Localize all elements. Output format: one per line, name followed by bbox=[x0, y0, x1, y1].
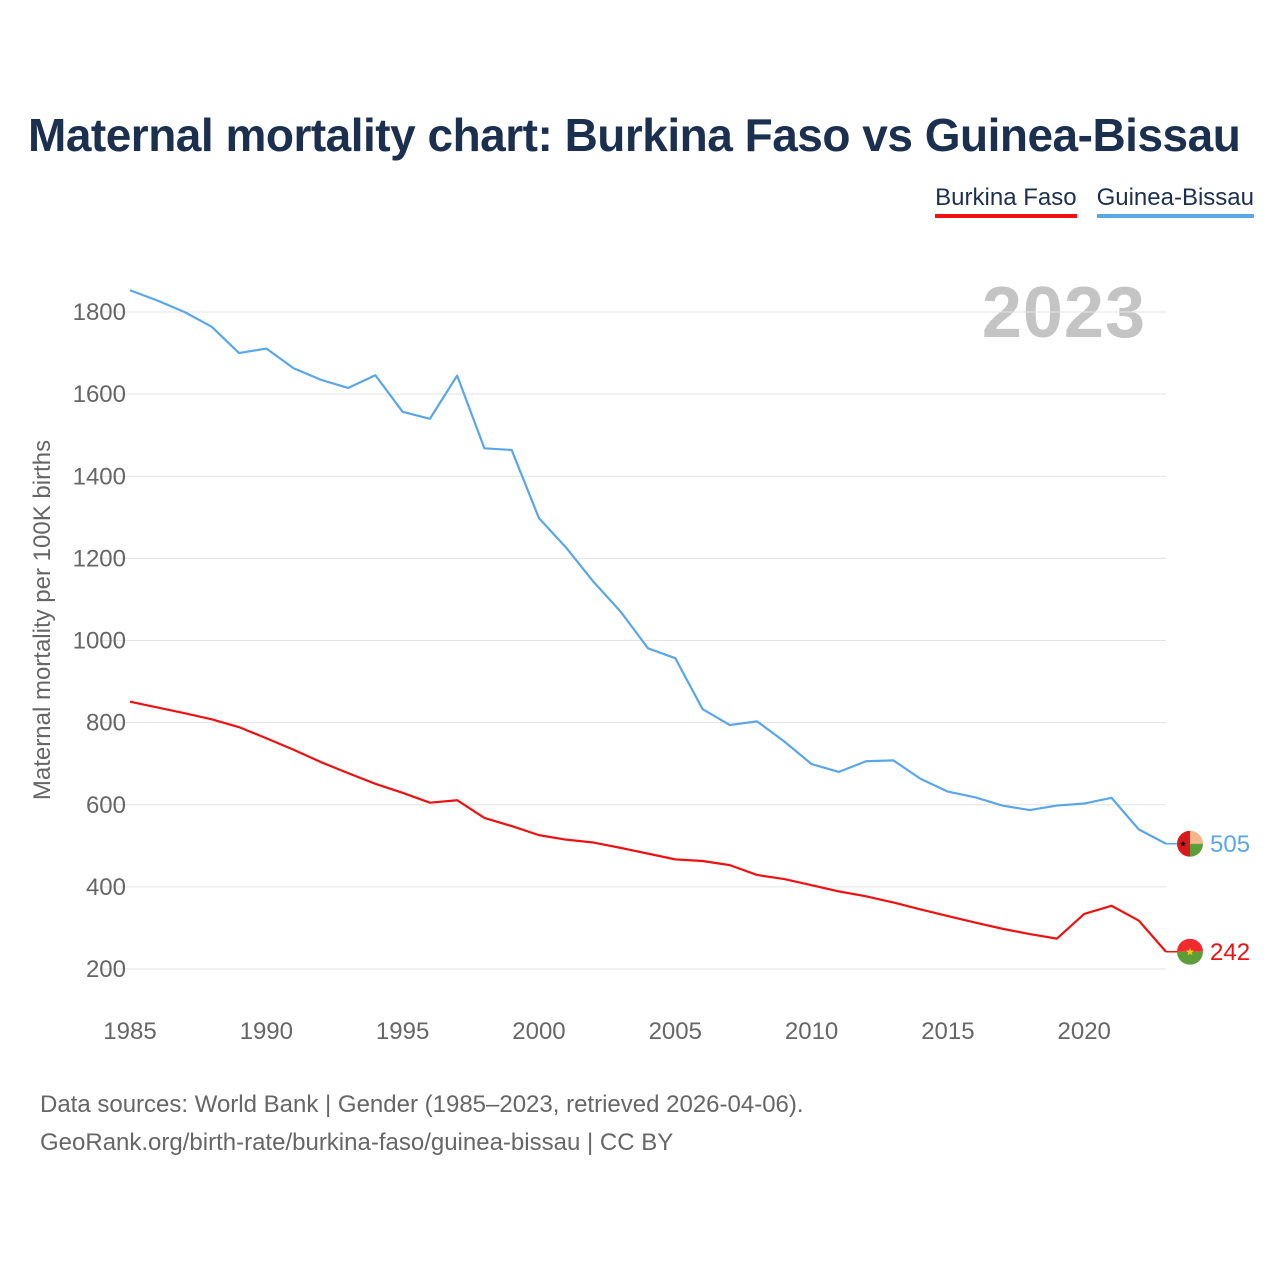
legend-item-guinea-bissau[interactable]: Guinea-Bissau bbox=[1096, 184, 1254, 218]
end-value-label-guinea-bissau: 505 bbox=[1210, 831, 1250, 858]
series-lines bbox=[129, 289, 1167, 953]
end-value-label-burkina-faso: 242 bbox=[1210, 939, 1250, 966]
y-tick-label: 600 bbox=[86, 792, 126, 819]
y-tick-label: 1600 bbox=[73, 381, 126, 408]
x-tick-label: 2005 bbox=[649, 1018, 702, 1045]
x-tick-label: 2010 bbox=[785, 1018, 838, 1045]
y-tick-label: 1800 bbox=[73, 299, 126, 326]
legend: Burkina Faso Guinea-Bissau bbox=[935, 184, 1254, 218]
y-axis-ticks: 200 400 600 800 1000 1200 1400 1600 1800 bbox=[73, 299, 126, 983]
chart-title: Maternal mortality chart: Burkina Faso v… bbox=[28, 109, 1241, 161]
y-tick-label: 200 bbox=[86, 956, 126, 983]
x-tick-label: 1990 bbox=[240, 1018, 293, 1045]
line-chart: 200 400 600 800 1000 1200 1400 1600 1800 1985 199… bbox=[29, 289, 1250, 1045]
flag-guinea-bissau-icon bbox=[1177, 830, 1203, 857]
source-url-text[interactable]: GeoRank.org/birth-rate/burkina-faso/guin… bbox=[40, 1129, 674, 1156]
footer: Data sources: World Bank | Gender (1985–… bbox=[40, 1086, 804, 1162]
y-tick-label: 800 bbox=[86, 710, 126, 737]
end-markers: 242 505 bbox=[1166, 830, 1250, 966]
y-tick-label: 400 bbox=[86, 874, 126, 901]
x-axis-ticks: 1985 1990 1995 2000 2005 2010 2015 2020 bbox=[103, 1018, 1111, 1045]
x-tick-label: 1985 bbox=[103, 1018, 156, 1045]
year-watermark: 2023 bbox=[981, 273, 1146, 353]
y-axis-label: Maternal mortality per 100K births bbox=[29, 440, 56, 800]
gridlines bbox=[100, 311, 1166, 970]
x-tick-label: 2015 bbox=[921, 1018, 974, 1045]
x-tick-label: 2000 bbox=[512, 1018, 565, 1045]
data-source-text: Data sources: World Bank | Gender (1985–… bbox=[40, 1091, 804, 1118]
x-tick-label: 2020 bbox=[1058, 1018, 1111, 1045]
y-tick-label: 1400 bbox=[73, 463, 126, 490]
legend-item-burkina-faso[interactable]: Burkina Faso bbox=[935, 184, 1077, 218]
x-tick-label: 1995 bbox=[376, 1018, 429, 1045]
series-line-burkina-faso bbox=[129, 700, 1167, 953]
series-line-guinea-bissau bbox=[129, 289, 1167, 845]
flag-burkina-faso-icon bbox=[1177, 938, 1203, 965]
y-tick-label: 1000 bbox=[73, 628, 126, 655]
y-tick-label: 1200 bbox=[73, 545, 126, 572]
